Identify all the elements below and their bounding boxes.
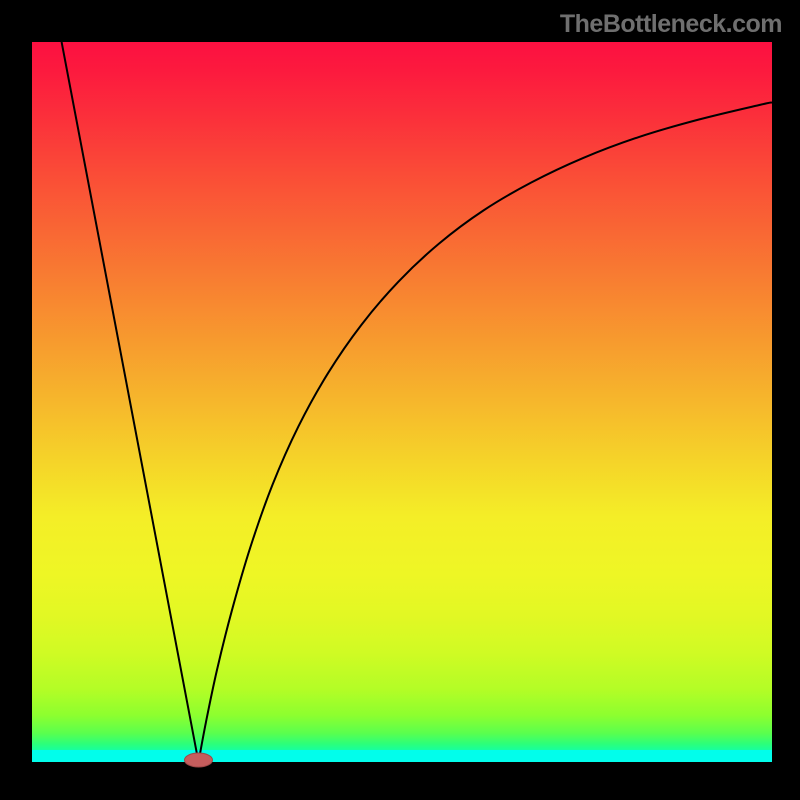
minimum-marker <box>185 753 213 767</box>
chart-container: { "watermark": { "text": "TheBottleneck.… <box>0 0 800 800</box>
gradient-background <box>32 42 772 762</box>
watermark-text: TheBottleneck.com <box>560 10 782 39</box>
bottom-bar <box>32 750 772 762</box>
bottleneck-chart <box>0 0 800 800</box>
